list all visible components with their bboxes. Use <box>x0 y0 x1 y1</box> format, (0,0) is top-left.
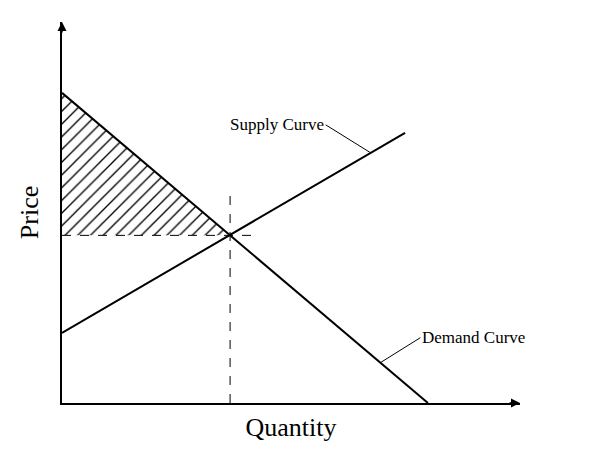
svg-text:Quantity: Quantity <box>246 413 337 442</box>
svg-text:Price: Price <box>15 186 44 239</box>
svg-text:Demand Curve: Demand Curve <box>422 328 525 347</box>
svg-text:Supply Curve: Supply Curve <box>230 115 324 134</box>
